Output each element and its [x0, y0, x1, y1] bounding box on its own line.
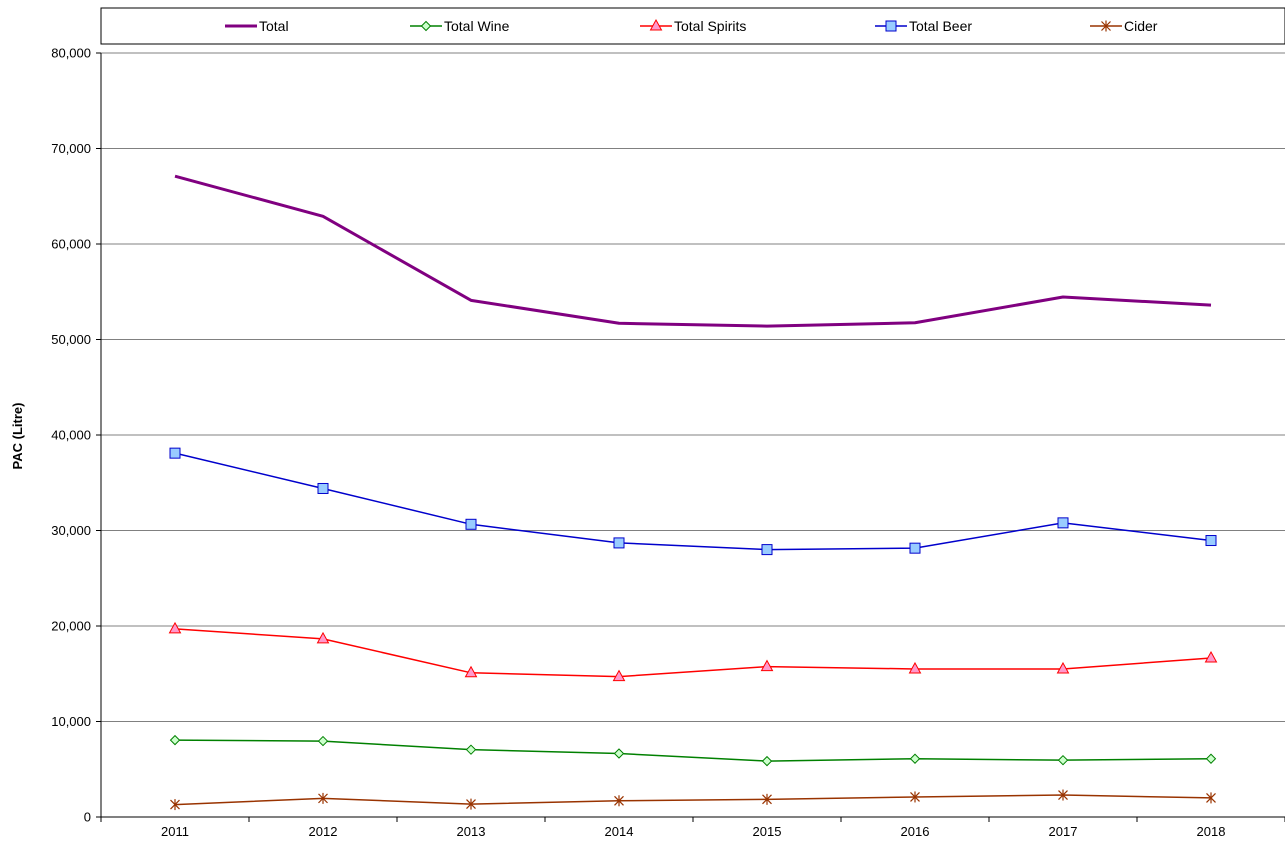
- data-point: [466, 798, 476, 810]
- series-line: [174, 452, 1212, 551]
- data-point: [1057, 754, 1069, 766]
- gridlines: [101, 52, 1285, 722]
- x-tick-label: 2016: [901, 824, 930, 839]
- data-point: [465, 744, 477, 755]
- x-tick-label: 2013: [457, 824, 486, 839]
- legend-entry: Cider: [1090, 18, 1158, 34]
- legend-entry: Total Beer: [875, 18, 972, 34]
- legend-box: [100, 7, 1285, 45]
- legend-marker: [649, 18, 663, 31]
- data-point: [464, 665, 478, 678]
- data-point: [169, 447, 181, 459]
- data-point: [910, 791, 920, 803]
- data-point: [317, 735, 329, 747]
- series-line: [174, 628, 1212, 678]
- series-line: [174, 174, 1212, 328]
- x-axis-ticks: 2011 2012 2013 2014 2015 2016 2017 2018: [100, 817, 1285, 839]
- x-tick-label: 2015: [753, 824, 782, 839]
- data-point: [1206, 792, 1216, 804]
- y-axis-ticks: 0 10,000 20,000 30,000 40,000 50,000 60,000 70,…: [51, 46, 101, 825]
- series-group: [168, 174, 1218, 811]
- data-point: [761, 755, 773, 767]
- data-point: [168, 621, 182, 634]
- data-point: [760, 659, 774, 672]
- data-point: [317, 482, 329, 494]
- data-point: [761, 544, 773, 556]
- data-point: [169, 734, 181, 746]
- data-point: [316, 631, 330, 644]
- legend: Total Total Wine Total Spirits Total Beer Ci…: [100, 7, 1285, 45]
- legend-label: Total Wine: [444, 18, 510, 34]
- series-cider: [170, 789, 1216, 811]
- data-point: [613, 748, 625, 759]
- x-tick-label: 2018: [1197, 824, 1226, 839]
- x-tick-label: 2012: [309, 824, 338, 839]
- series-total-wine: [169, 734, 1217, 767]
- legend-marker: [1101, 20, 1111, 32]
- data-point: [1056, 661, 1070, 674]
- y-tick-label: 80,000: [51, 46, 91, 61]
- x-tick-label: 2014: [605, 824, 634, 839]
- data-point: [170, 799, 180, 811]
- data-point: [612, 669, 626, 682]
- data-point: [909, 542, 921, 554]
- y-tick-label: 0: [84, 810, 91, 825]
- legend-label: Total: [259, 18, 289, 34]
- legend-marker: [885, 20, 897, 32]
- y-tick-label: 10,000: [51, 714, 91, 729]
- series-total: [174, 174, 1212, 328]
- data-point: [465, 518, 477, 530]
- data-point: [1058, 789, 1068, 801]
- series-line: [174, 794, 1212, 806]
- legend-entry: Total: [225, 18, 289, 34]
- data-point: [614, 795, 624, 807]
- y-tick-label: 20,000: [51, 619, 91, 634]
- legend-marker: [420, 20, 432, 32]
- data-point: [1204, 650, 1218, 663]
- series-total-beer: [169, 447, 1217, 556]
- y-tick-label: 70,000: [51, 141, 91, 156]
- y-tick-label: 40,000: [51, 428, 91, 443]
- series-total-spirits: [168, 621, 1218, 682]
- y-tick-label: 50,000: [51, 332, 91, 347]
- data-point: [1057, 517, 1069, 529]
- x-tick-label: 2011: [161, 824, 189, 839]
- legend-label: Cider: [1124, 18, 1158, 34]
- y-axis-label: PAC (Litre): [10, 403, 25, 470]
- legend-label: Total Spirits: [674, 18, 746, 34]
- legend-entry: Total Spirits: [640, 18, 746, 34]
- data-point: [318, 792, 328, 804]
- y-tick-label: 60,000: [51, 237, 91, 252]
- data-point: [1205, 753, 1217, 764]
- legend-label: Total Beer: [909, 18, 972, 34]
- data-point: [909, 753, 921, 764]
- data-point: [613, 537, 625, 549]
- data-point: [762, 793, 772, 805]
- x-tick-label: 2017: [1049, 824, 1078, 839]
- data-point: [908, 661, 922, 674]
- series-line: [174, 739, 1212, 762]
- y-tick-label: 30,000: [51, 523, 91, 538]
- legend-entry: Total Wine: [410, 18, 510, 34]
- data-point: [1205, 535, 1217, 547]
